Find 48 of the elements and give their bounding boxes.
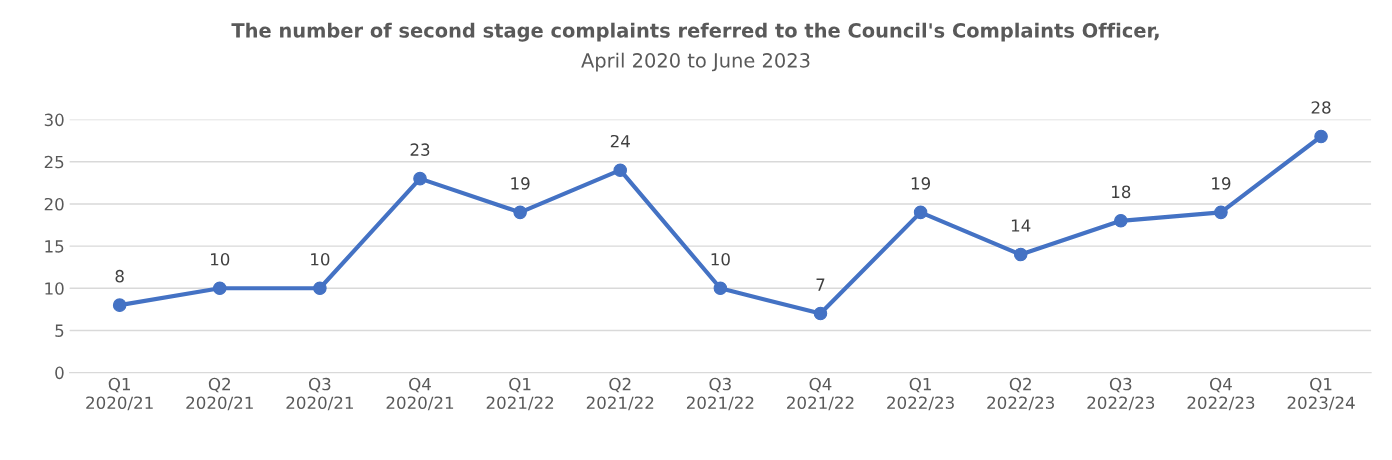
data-label: 10 [711,252,730,266]
x-tick-label: Q2 2020/21 [186,377,253,411]
point [913,205,928,220]
y-tick-label: 5 [55,324,64,337]
data-label: 24 [610,134,630,148]
data-label: 19 [1212,177,1231,190]
data-label: 8 [115,269,124,283]
chart-subtitle: April 2020 to June 2023 [581,52,810,72]
x-tick-label: Q4 2020/21 [386,377,454,411]
x-tick-label: Q4 2022/23 [1187,377,1255,411]
point [313,281,327,296]
data-label: 7 [816,278,825,291]
data-label: 19 [511,177,530,190]
x-tick-label: Q1 2020/21 [86,377,153,411]
point [1114,214,1128,228]
data-label: 28 [1311,101,1331,114]
point [613,163,628,177]
y-tick-label: 0 [55,366,64,380]
point [513,205,527,220]
point [1013,247,1028,262]
point [713,281,728,296]
chart-title: The number of second stage complaints referred to the Council's Complaints Officer, [231,22,1159,42]
y-tick-label: 10 [45,282,64,295]
x-tick-label: Q2 2022/23 [987,377,1054,411]
y-tick-label: 20 [44,197,64,211]
y-tick-label: 30 [44,113,64,127]
point [1314,129,1328,144]
point [813,306,828,321]
x-tick-label: Q3 2020/21 [286,377,353,411]
point [112,298,127,312]
point [1214,205,1228,220]
x-tick-label: Q1 2021/22 [486,377,554,411]
data-label: 19 [911,177,931,190]
x-tick-label: Q3 2021/22 [686,377,754,411]
y-tick-label: 25 [44,155,64,169]
point [213,281,227,296]
point [413,171,427,186]
data-label: 10 [211,252,230,266]
x-tick-label: Q4 2021/22 [787,377,854,411]
data-label: 18 [1112,185,1131,199]
x-tick-label: Q2 2021/22 [586,377,654,411]
y-tick-label: 15 [45,240,64,253]
x-tick-label: Q3 2022/23 [1087,377,1155,411]
data-label: 10 [311,252,330,266]
data-label: 23 [410,143,430,156]
x-tick-label: Q1 2023/24 [1287,377,1355,411]
x-tick-label: Q1 2022/23 [887,377,954,411]
data-label: 14 [1011,219,1031,232]
